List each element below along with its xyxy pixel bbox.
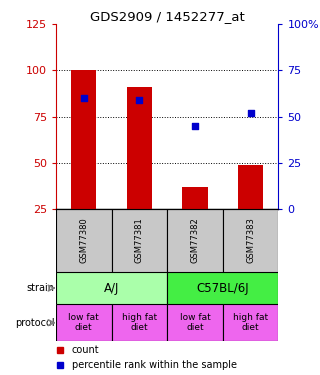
Bar	[182, 187, 207, 209]
Bar	[56, 304, 112, 341]
Text: GSM77382: GSM77382	[190, 217, 199, 263]
Point	[137, 97, 142, 103]
Bar	[56, 209, 112, 272]
Point	[248, 110, 253, 116]
Text: GSM77383: GSM77383	[246, 217, 255, 264]
Title: GDS2909 / 1452277_at: GDS2909 / 1452277_at	[90, 10, 244, 23]
Text: GSM77380: GSM77380	[79, 217, 88, 263]
Bar	[167, 272, 278, 304]
Bar	[167, 209, 223, 272]
Bar	[112, 209, 167, 272]
Bar	[223, 304, 278, 341]
Bar	[238, 165, 263, 209]
Text: GSM77381: GSM77381	[135, 217, 144, 263]
Bar	[223, 209, 278, 272]
Text: high fat
diet: high fat diet	[122, 313, 157, 332]
Bar	[112, 304, 167, 341]
Text: low fat
diet: low fat diet	[180, 313, 210, 332]
Text: high fat
diet: high fat diet	[233, 313, 268, 332]
Text: low fat
diet: low fat diet	[68, 313, 99, 332]
Bar	[71, 70, 96, 209]
Text: A/J: A/J	[104, 282, 119, 295]
Bar	[167, 304, 223, 341]
Text: count: count	[72, 345, 99, 355]
Text: protocol: protocol	[15, 318, 55, 328]
Bar	[56, 272, 167, 304]
Text: percentile rank within the sample: percentile rank within the sample	[72, 360, 236, 370]
Text: strain: strain	[27, 283, 55, 293]
Bar	[127, 87, 152, 209]
Point	[81, 95, 86, 101]
Text: C57BL/6J: C57BL/6J	[196, 282, 249, 295]
Point	[192, 123, 197, 129]
